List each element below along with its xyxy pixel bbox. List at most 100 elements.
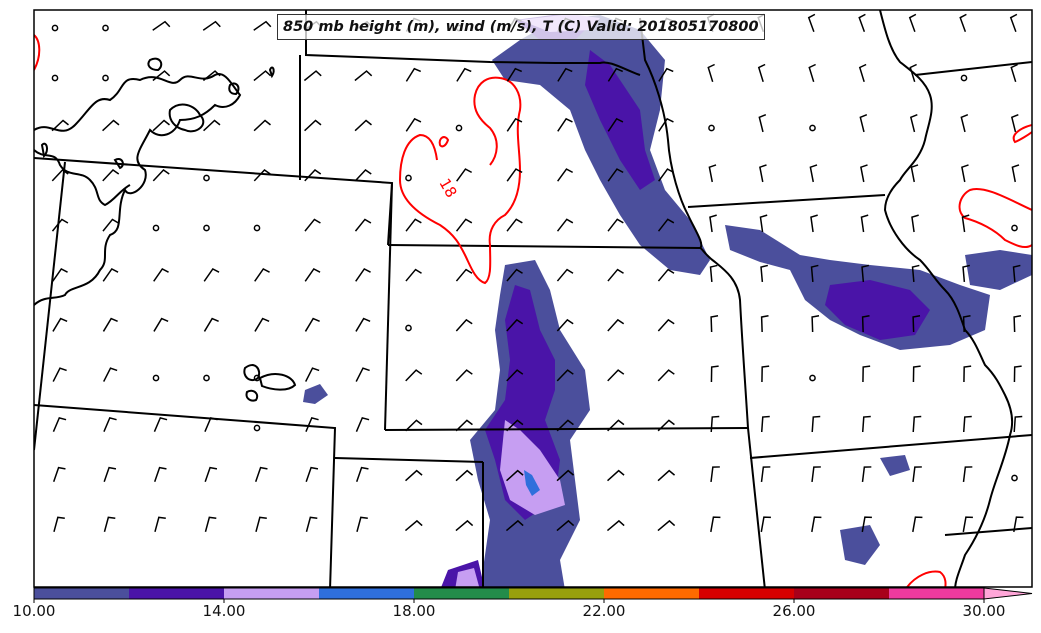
- wind-barb: [912, 516, 923, 533]
- wind-barb: [657, 469, 676, 482]
- wind-barb: [859, 113, 868, 133]
- wind-barb: [52, 367, 67, 382]
- calm-wind-circle: [152, 374, 160, 382]
- wind-barb: [910, 164, 919, 183]
- wind-barb: [858, 63, 867, 83]
- wind-barb: [405, 218, 422, 232]
- wind-barb: [405, 369, 423, 382]
- wind-barb: [811, 466, 821, 483]
- wind-barb: [154, 516, 166, 533]
- wind-barb: [657, 268, 675, 282]
- wind-barb: [456, 67, 472, 82]
- calm-wind-circle: [51, 24, 59, 32]
- wind-barb: [253, 20, 272, 31]
- wind-barb: [304, 119, 322, 132]
- colorbar-extend-arrow: [983, 587, 1033, 600]
- wind-barb: [506, 419, 524, 432]
- wind-barb: [759, 214, 768, 233]
- wind-barb: [607, 117, 624, 132]
- wind-barb: [455, 519, 474, 532]
- wind-barb: [52, 466, 66, 483]
- wind-barb: [908, 13, 917, 33]
- wind-barb: [303, 70, 322, 82]
- wind-barb: [305, 367, 320, 382]
- wind-barb: [356, 516, 368, 533]
- wind-barb: [355, 268, 371, 282]
- calm-wind-circle: [152, 224, 160, 232]
- colorbar-tick-label: 30.00: [962, 602, 1006, 620]
- wind-barb: [657, 218, 675, 232]
- wind-barb: [657, 318, 675, 332]
- wind-barb: [709, 264, 718, 283]
- wind-barb: [355, 416, 370, 432]
- colorbar-tick-label: 14.00: [202, 602, 246, 620]
- wind-barb: [911, 214, 919, 233]
- wind-barb: [861, 415, 871, 433]
- colorbar-segment: [699, 588, 794, 599]
- wind-barb: [556, 369, 574, 382]
- wind-barb: [961, 164, 969, 183]
- wind-barb: [962, 264, 971, 283]
- wind-barb: [355, 466, 369, 483]
- wind-barb: [607, 469, 625, 482]
- wind-barb: [809, 164, 818, 183]
- wind-barb: [153, 416, 168, 432]
- wind-barb: [304, 168, 322, 182]
- wind-barb: [455, 318, 473, 332]
- colorbar-tick-label: 22.00: [582, 602, 626, 620]
- wind-barb: [506, 318, 524, 332]
- wind-barb: [52, 317, 68, 332]
- wind-barb: [102, 268, 119, 282]
- wind-barb: [152, 119, 170, 132]
- wind-barb: [152, 168, 170, 182]
- wind-barb: [1009, 13, 1018, 33]
- wind-barb: [961, 214, 970, 233]
- wind-barb: [810, 214, 818, 233]
- wind-barb: [152, 20, 171, 31]
- wind-barb: [710, 466, 720, 483]
- wind-barb: [1013, 415, 1023, 433]
- wind-barb: [658, 67, 674, 82]
- wind-barb: [858, 13, 866, 33]
- wind-barb: [455, 369, 473, 382]
- wind-barb: [808, 63, 816, 83]
- wind-barb: [204, 516, 217, 533]
- wind-barb: [1013, 516, 1024, 533]
- wind-barb: [53, 516, 65, 533]
- wind-barb: [710, 415, 720, 433]
- wind-barb: [405, 117, 422, 132]
- calm-wind-circle: [203, 374, 210, 382]
- wind-barb: [760, 516, 771, 533]
- wind-barb: [757, 63, 766, 83]
- wind-barb: [51, 119, 69, 132]
- wind-barb: [254, 317, 270, 332]
- wind-barb: [102, 168, 120, 182]
- wind-barb: [912, 415, 922, 433]
- wind-barbs: [51, 13, 1024, 533]
- wind-barb: [455, 469, 474, 482]
- calm-wind-circle: [1011, 224, 1018, 232]
- wind-barb: [304, 268, 321, 282]
- wind-barb: [860, 164, 868, 183]
- wind-barb: [912, 365, 921, 383]
- wind-barb: [354, 70, 373, 82]
- wind-barb: [962, 466, 973, 483]
- wind-barb: [556, 318, 574, 332]
- colorbar-segment: [319, 588, 414, 599]
- wind-barb: [860, 214, 869, 233]
- wind-barb: [861, 516, 872, 533]
- wind-barb: [760, 264, 769, 283]
- calm-wind-circle: [708, 124, 715, 132]
- wind-barb: [557, 67, 573, 82]
- wind-barb: [103, 466, 117, 483]
- wind-barb: [607, 318, 625, 332]
- wind-barb: [607, 67, 624, 82]
- colorbar-tick-label: 26.00: [772, 602, 816, 620]
- calm-wind-circle: [405, 324, 412, 332]
- wind-barb: [758, 113, 767, 133]
- wind-barb: [710, 315, 719, 333]
- wind-barb: [962, 315, 971, 333]
- wind-barb: [52, 268, 68, 282]
- wind-barb: [810, 264, 819, 283]
- wind-barb: [861, 315, 870, 333]
